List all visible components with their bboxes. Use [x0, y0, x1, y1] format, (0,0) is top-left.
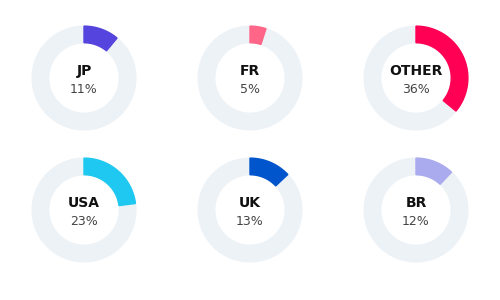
Polygon shape — [416, 26, 468, 111]
Polygon shape — [32, 26, 136, 130]
Polygon shape — [250, 26, 266, 44]
Text: UK: UK — [239, 196, 261, 210]
Polygon shape — [84, 158, 136, 206]
Polygon shape — [198, 26, 302, 130]
Text: OTHER: OTHER — [390, 64, 442, 78]
Text: 36%: 36% — [402, 83, 430, 96]
Text: BR: BR — [406, 196, 426, 210]
Polygon shape — [364, 26, 468, 130]
Polygon shape — [364, 158, 468, 262]
Polygon shape — [84, 26, 117, 51]
Text: 13%: 13% — [236, 215, 264, 228]
Text: 11%: 11% — [70, 83, 98, 96]
Text: FR: FR — [240, 64, 260, 78]
Text: 23%: 23% — [70, 215, 98, 228]
Text: JP: JP — [76, 64, 92, 78]
Polygon shape — [32, 158, 136, 262]
Polygon shape — [416, 158, 452, 184]
Text: 12%: 12% — [402, 215, 430, 228]
Text: USA: USA — [68, 196, 100, 210]
Polygon shape — [250, 158, 288, 186]
Text: 5%: 5% — [240, 83, 260, 96]
Polygon shape — [198, 158, 302, 262]
